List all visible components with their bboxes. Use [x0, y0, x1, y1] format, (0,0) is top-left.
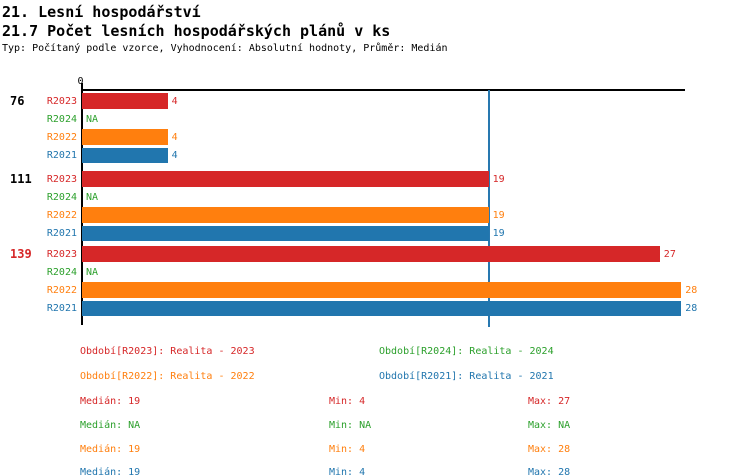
- stat-max-r2022: Max: 28: [528, 443, 571, 455]
- x-axis-zero-tick-label: 0: [77, 76, 84, 87]
- na-value-label: NA: [86, 191, 99, 203]
- bar-r2022: [82, 207, 489, 223]
- group-total-label: 139: [10, 246, 32, 261]
- group-total-label: 111: [10, 171, 32, 186]
- bar-value-label: 4: [171, 150, 178, 162]
- row-label-r2023: R2023: [46, 95, 77, 107]
- page-title: 21. Lesní hospodářství: [2, 3, 201, 21]
- legend-item-r2023: Období[R2023]: Realita - 2023: [80, 346, 255, 357]
- stat-max-r2023: Max: 27: [528, 396, 571, 407]
- row-label-r2022: R2022: [46, 131, 77, 143]
- bar-r2022: [82, 129, 168, 145]
- bar-r2023: [82, 93, 168, 109]
- row-label-r2021: R2021: [46, 150, 77, 162]
- group-total-label: 76: [10, 93, 25, 108]
- bar-value-label: 4: [171, 95, 178, 107]
- stat-min-r2024: Min: NA: [329, 420, 372, 431]
- row-label-r2021: R2021: [46, 303, 77, 315]
- bar-value-label: 27: [663, 248, 676, 260]
- row-label-r2022: R2022: [46, 284, 77, 296]
- bar-r2021: [82, 147, 168, 164]
- bar-value-label: 19: [492, 228, 505, 240]
- row-label-r2024: R2024: [46, 191, 77, 203]
- stat-min-r2023: Min: 4: [329, 396, 366, 407]
- legend-item-r2024: Období[R2024]: Realita - 2024: [379, 346, 554, 357]
- stat-min-r2022: Min: 4: [329, 443, 366, 455]
- stat-median-r2022: Medián: 19: [80, 443, 141, 455]
- bar-r2023: [82, 171, 489, 187]
- bar-value-label: 4: [171, 131, 178, 143]
- bar-value-label: 28: [685, 303, 698, 315]
- bar-r2021: [82, 225, 489, 242]
- legend-item-r2021: Období[R2021]: Realita - 2021: [379, 371, 554, 382]
- stat-max-r2021: Max: 28: [528, 467, 571, 476]
- row-label-r2023: R2023: [46, 248, 77, 260]
- stat-median-r2021: Medián: 19: [80, 467, 141, 476]
- y-axis-line: [81, 83, 83, 325]
- row-label-r2024: R2024: [46, 113, 77, 125]
- x-axis-line: [81, 89, 685, 91]
- stat-median-r2023: Medián: 19: [80, 396, 141, 407]
- median-reference-line: [488, 90, 491, 327]
- legend-item-r2022: Období[R2022]: Realita - 2022: [80, 371, 255, 382]
- bar-r2022: [82, 282, 682, 298]
- bar-r2023: [82, 246, 660, 262]
- row-label-r2023: R2023: [46, 173, 77, 185]
- na-value-label: NA: [86, 266, 99, 278]
- stat-min-r2021: Min: 4: [329, 467, 366, 476]
- na-value-label: NA: [86, 113, 99, 125]
- row-label-r2021: R2021: [46, 228, 77, 240]
- bar-r2021: [82, 300, 682, 317]
- row-label-r2022: R2022: [46, 209, 77, 221]
- bar-value-label: 19: [492, 173, 505, 185]
- stat-median-r2024: Medián: NA: [80, 420, 141, 431]
- bar-value-label: 28: [685, 284, 698, 296]
- stat-max-r2024: Max: NA: [528, 420, 571, 431]
- row-label-r2024: R2024: [46, 266, 77, 278]
- chart-meta-line: Typ: Počítaný podle vzorce, Vyhodnocení:…: [2, 43, 448, 54]
- bar-value-label: 19: [492, 209, 505, 221]
- chart-title: 21.7 Počet lesních hospodářských plánů v…: [2, 22, 391, 40]
